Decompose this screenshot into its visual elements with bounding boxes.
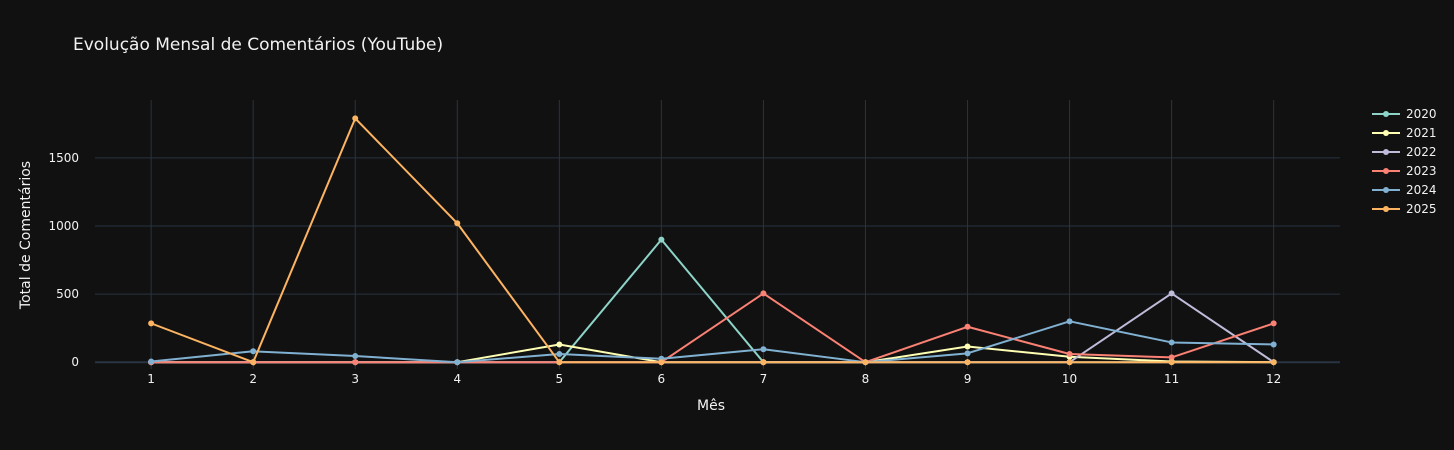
legend-label: 2023 — [1406, 164, 1437, 178]
data-point[interactable] — [760, 359, 766, 365]
x-tick-label: 1 — [147, 372, 155, 386]
x-tick-label: 8 — [862, 372, 870, 386]
y-tick-label: 500 — [56, 287, 79, 301]
data-point[interactable] — [556, 359, 562, 365]
data-point[interactable] — [1271, 359, 1277, 365]
data-point[interactable] — [1067, 351, 1073, 357]
data-point[interactable] — [1067, 318, 1073, 324]
chart-title: Evolução Mensal de Comentários (YouTube) — [73, 35, 443, 55]
x-tick-label: 11 — [1164, 372, 1179, 386]
data-point[interactable] — [658, 237, 664, 243]
legend-label: 2021 — [1406, 126, 1437, 140]
data-point[interactable] — [760, 290, 766, 296]
x-tick-label: 10 — [1062, 372, 1077, 386]
data-point[interactable] — [250, 348, 256, 354]
data-point[interactable] — [1271, 341, 1277, 347]
x-tick-label: 12 — [1266, 372, 1281, 386]
data-point[interactable] — [250, 359, 256, 365]
y-tick-label: 0 — [71, 355, 79, 369]
data-point[interactable] — [454, 359, 460, 365]
legend-label: 2025 — [1406, 202, 1437, 216]
data-point[interactable] — [760, 346, 766, 352]
data-point[interactable] — [352, 115, 358, 121]
legend-marker — [1383, 149, 1389, 155]
x-tick-label: 2 — [249, 372, 257, 386]
legend-marker — [1383, 130, 1389, 136]
data-point[interactable] — [1067, 359, 1073, 365]
y-tick-label: 1000 — [48, 219, 79, 233]
data-point[interactable] — [1169, 339, 1175, 345]
y-tick-label: 1500 — [48, 151, 79, 165]
x-axis-title: Mês — [697, 398, 725, 414]
data-point[interactable] — [556, 341, 562, 347]
x-tick-label: 7 — [760, 372, 768, 386]
y-axis-title: Total de Comentários — [18, 161, 34, 310]
series-line — [151, 118, 1274, 362]
legend-marker — [1383, 168, 1389, 174]
data-point[interactable] — [965, 344, 971, 350]
data-point[interactable] — [658, 359, 664, 365]
legend-label: 2024 — [1406, 183, 1437, 197]
legend-marker — [1383, 187, 1389, 193]
data-point[interactable] — [862, 359, 868, 365]
legend[interactable]: 2020 2021 2022 2023 2024 2025 — [1372, 107, 1437, 216]
x-tick-label: 4 — [453, 372, 461, 386]
data-point[interactable] — [1271, 320, 1277, 326]
legend-item-2025[interactable]: 2025 — [1372, 202, 1437, 216]
legend-item-2020[interactable]: 2020 — [1372, 107, 1437, 121]
x-tick-label: 5 — [556, 372, 564, 386]
data-point[interactable] — [352, 353, 358, 359]
x-tick-label: 9 — [964, 372, 972, 386]
series-line — [151, 240, 1274, 363]
data-point[interactable] — [965, 324, 971, 330]
legend-item-2022[interactable]: 2022 — [1372, 145, 1437, 159]
series-lines — [148, 115, 1277, 365]
legend-item-2021[interactable]: 2021 — [1372, 126, 1437, 140]
grid — [95, 100, 1340, 369]
data-point[interactable] — [352, 359, 358, 365]
data-point[interactable] — [556, 351, 562, 357]
x-tick-label: 6 — [658, 372, 666, 386]
legend-item-2024[interactable]: 2024 — [1372, 183, 1437, 197]
series-2020 — [148, 237, 1277, 366]
legend-label: 2022 — [1406, 145, 1437, 159]
data-point[interactable] — [965, 350, 971, 356]
x-tick-label: 3 — [351, 372, 359, 386]
data-point[interactable] — [148, 359, 154, 365]
data-point[interactable] — [148, 320, 154, 326]
legend-marker — [1383, 206, 1389, 212]
data-point[interactable] — [1169, 290, 1175, 296]
data-point[interactable] — [965, 359, 971, 365]
data-point[interactable] — [1169, 359, 1175, 365]
data-point[interactable] — [454, 220, 460, 226]
legend-marker — [1383, 111, 1389, 117]
legend-item-2023[interactable]: 2023 — [1372, 164, 1437, 178]
legend-label: 2020 — [1406, 107, 1437, 121]
